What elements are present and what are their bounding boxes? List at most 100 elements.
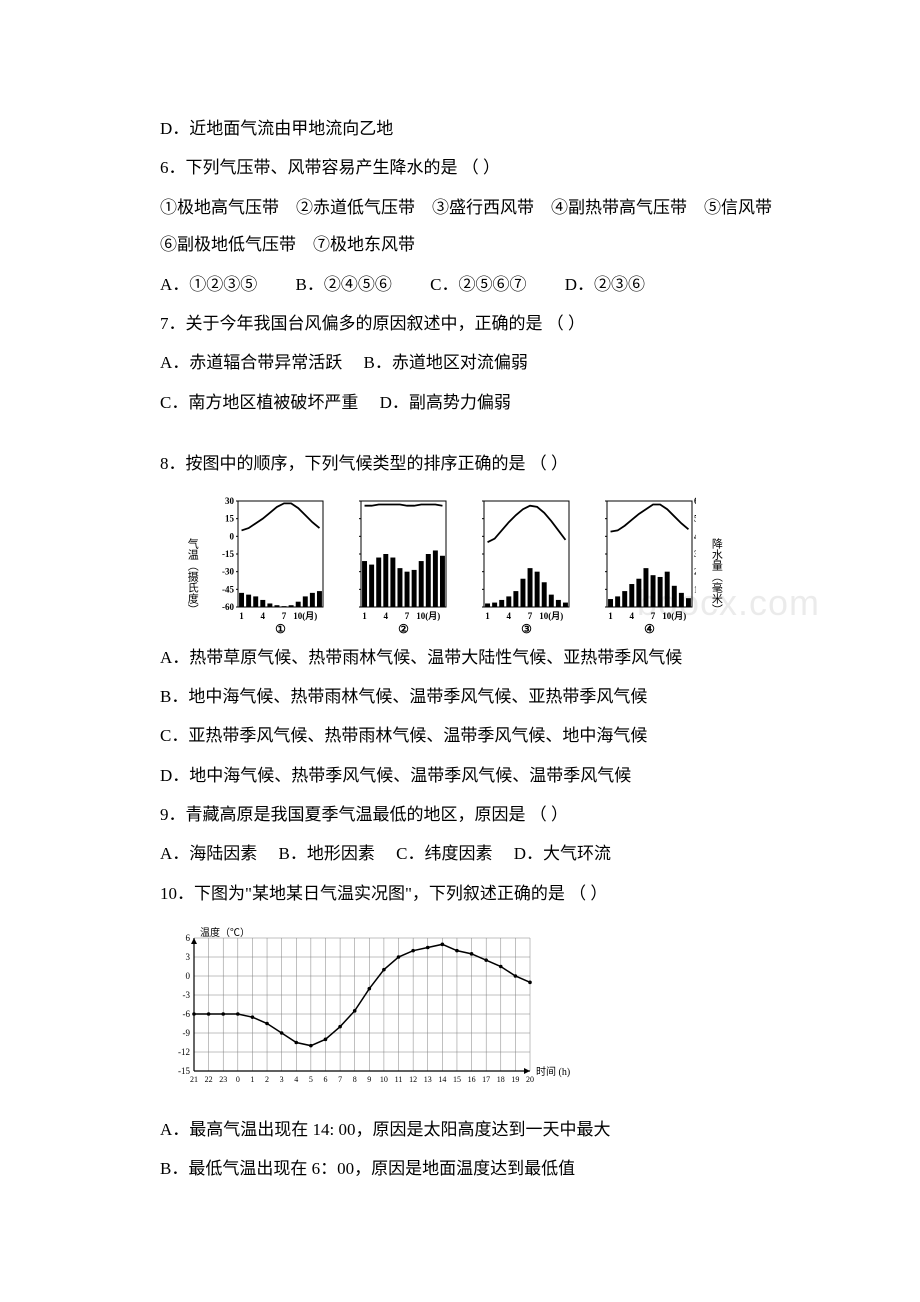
svg-text:0: 0 xyxy=(230,531,235,541)
svg-text:7: 7 xyxy=(338,1075,342,1084)
q6-options: A．①②③⑤ B．②④⑤⑥ C．②⑤⑥⑦ D．②③⑥ xyxy=(160,266,780,303)
svg-text:2: 2 xyxy=(265,1075,269,1084)
q9-d: D．大气环流 xyxy=(514,844,611,863)
svg-text:1: 1 xyxy=(608,611,613,621)
svg-text:10(月): 10(月) xyxy=(662,611,686,621)
svg-text:200: 200 xyxy=(694,566,696,576)
svg-text:7: 7 xyxy=(651,611,656,621)
svg-text:400: 400 xyxy=(694,531,696,541)
svg-text:4: 4 xyxy=(630,611,635,621)
svg-text:①: ① xyxy=(275,622,286,635)
svg-text:④: ④ xyxy=(644,622,655,635)
svg-text:8: 8 xyxy=(353,1075,357,1084)
svg-text:温度（℃）: 温度（℃） xyxy=(200,926,250,939)
svg-text:9: 9 xyxy=(367,1075,371,1084)
svg-text:3: 3 xyxy=(280,1075,284,1084)
q8-chart-4: 600 500 400 300 200 100 1 4 7 10(月) ④ xyxy=(581,495,696,635)
svg-text:7: 7 xyxy=(528,611,533,621)
svg-text:10(月): 10(月) xyxy=(539,611,563,621)
q6-c: C．②⑤⑥⑦ xyxy=(430,275,526,294)
q7-c: C．南方地区植被破坏严重 xyxy=(160,393,358,412)
svg-text:5: 5 xyxy=(309,1075,313,1084)
q10-stem: 10．下图为"某地某日气温实况图"，下列叙述正确的是 （ ） xyxy=(160,875,780,912)
q7-a: A．赤道辐合带异常活跃 xyxy=(160,353,342,372)
svg-text:-15: -15 xyxy=(178,1066,190,1076)
svg-text:1: 1 xyxy=(239,611,244,621)
q10-chart: 630-3-6-9-12-15温度（℃）时间 (h)21222301234567… xyxy=(160,924,580,1089)
svg-text:6: 6 xyxy=(323,1075,327,1084)
svg-text:13: 13 xyxy=(424,1075,432,1084)
svg-text:0: 0 xyxy=(236,1075,240,1084)
svg-text:600: 600 xyxy=(694,496,696,506)
q6-b: B．②④⑤⑥ xyxy=(296,275,392,294)
svg-text:-60: -60 xyxy=(222,602,234,612)
svg-text:-15: -15 xyxy=(222,549,234,559)
svg-text:23: 23 xyxy=(219,1075,227,1084)
svg-text:30: 30 xyxy=(225,496,235,506)
svg-text:11: 11 xyxy=(395,1075,403,1084)
svg-text:1: 1 xyxy=(362,611,367,621)
svg-text:1: 1 xyxy=(250,1075,254,1084)
svg-text:4: 4 xyxy=(384,611,389,621)
q8-d: D．地中海气候、热带季风气候、温带季风气候、温带季风气候 xyxy=(160,757,780,794)
svg-text:-9: -9 xyxy=(183,1028,191,1038)
svg-text:20: 20 xyxy=(526,1075,534,1084)
q7-options-2: C．南方地区植被破坏严重 D．副高势力偏弱 xyxy=(160,384,780,421)
svg-text:17: 17 xyxy=(482,1075,490,1084)
q6-d: D．②③⑥ xyxy=(565,275,645,294)
q8-charts: 气温（摄氏度） 30150-15-30-45-6014710(月)① 14710… xyxy=(180,495,780,635)
svg-text:-6: -6 xyxy=(183,1009,191,1019)
svg-text:4: 4 xyxy=(294,1075,298,1084)
svg-text:10(月): 10(月) xyxy=(293,611,317,621)
svg-text:4: 4 xyxy=(261,611,266,621)
q6-stem: 6．下列气压带、风带容易产生降水的是 （ ） xyxy=(160,149,780,186)
svg-text:1: 1 xyxy=(485,611,490,621)
svg-text:-45: -45 xyxy=(222,584,234,594)
q9-stem: 9．青藏高原是我国夏季气温最低的地区，原因是 （ ） xyxy=(160,796,780,833)
svg-text:7: 7 xyxy=(405,611,410,621)
q8-chart-1: 30150-15-30-45-6014710(月)① xyxy=(212,495,327,635)
q9-a: A．海陆因素 xyxy=(160,844,257,863)
svg-text:100: 100 xyxy=(694,584,696,594)
q8-chart-2: 1 4 7 10(月) ② xyxy=(335,495,450,635)
svg-text:0: 0 xyxy=(186,971,191,981)
svg-text:②: ② xyxy=(398,622,409,635)
svg-text:16: 16 xyxy=(468,1075,476,1084)
q6-items: ①极地高气压带 ②赤道低气压带 ③盛行西风带 ④副热带高气压带 ⑤信风带 ⑥副极… xyxy=(160,189,780,264)
svg-text:22: 22 xyxy=(205,1075,213,1084)
q9-c: C．纬度因素 xyxy=(396,844,492,863)
q9-b: B．地形因素 xyxy=(279,844,375,863)
q10-b: B．最低气温出现在 6：00，原因是地面温度达到最低值 xyxy=(160,1150,780,1187)
q8-right-axis-label: 降水量（毫米） xyxy=(704,538,728,635)
q7-options-1: A．赤道辐合带异常活跃 B．赤道地区对流偏弱 xyxy=(160,344,780,381)
svg-text:14: 14 xyxy=(438,1075,446,1084)
svg-text:12: 12 xyxy=(409,1075,417,1084)
svg-text:10(月): 10(月) xyxy=(416,611,440,621)
svg-text:4: 4 xyxy=(507,611,512,621)
q7-d: D．副高势力偏弱 xyxy=(380,393,511,412)
q7-b: B．赤道地区对流偏弱 xyxy=(364,353,528,372)
svg-text:10: 10 xyxy=(380,1075,388,1084)
q8-chart-3: 14710(月)③ xyxy=(458,495,573,635)
q7-stem: 7．关于今年我国台风偏多的原因叙述中，正确的是 （ ） xyxy=(160,305,780,342)
q10-a: A．最高气温出现在 14: 00，原因是太阳高度达到一天中最大 xyxy=(160,1111,780,1148)
svg-text:19: 19 xyxy=(511,1075,519,1084)
q8-c: C．亚热带季风气候、热带雨林气候、温带季风气候、地中海气候 xyxy=(160,717,780,754)
svg-text:3: 3 xyxy=(186,952,191,962)
svg-text:6: 6 xyxy=(186,933,191,943)
svg-text:500: 500 xyxy=(694,513,696,523)
svg-text:-3: -3 xyxy=(183,990,191,1000)
svg-text:-12: -12 xyxy=(178,1047,190,1057)
q5-option-d: D．近地面气流由甲地流向乙地 xyxy=(160,110,780,147)
q9-options: A．海陆因素 B．地形因素 C．纬度因素 D．大气环流 xyxy=(160,835,780,872)
q6-a: A．①②③⑤ xyxy=(160,275,257,294)
q10-chart-wrap: 630-3-6-9-12-15温度（℃）时间 (h)21222301234567… xyxy=(160,924,780,1102)
q8-left-axis-label: 气温（摄氏度） xyxy=(180,538,204,635)
svg-text:-30: -30 xyxy=(222,566,234,576)
svg-text:18: 18 xyxy=(497,1075,505,1084)
svg-text:300: 300 xyxy=(694,549,696,559)
svg-text:21: 21 xyxy=(190,1075,198,1084)
q8-stem: 8．按图中的顺序，下列气候类型的排序正确的是 （ ） xyxy=(160,445,780,482)
svg-text:7: 7 xyxy=(282,611,287,621)
q8-a: A．热带草原气候、热带雨林气候、温带大陆性气候、亚热带季风气候 xyxy=(160,639,780,676)
